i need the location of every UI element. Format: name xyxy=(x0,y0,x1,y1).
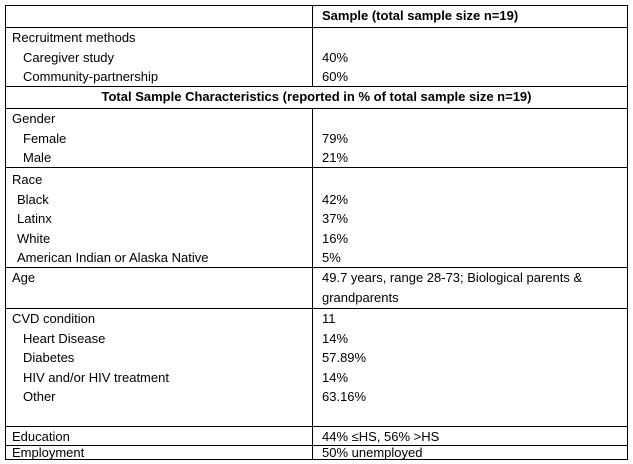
education-row: Education 44% ≤HS, 56% >HS xyxy=(6,426,627,445)
cvd-item-label: HIV and/or HIV treatment xyxy=(23,369,169,385)
header-empty-cell xyxy=(6,6,313,27)
header-sample-label: Sample (total sample size n=19) xyxy=(322,8,519,23)
race-item-value: 5% xyxy=(322,250,341,266)
cvd-item-label: Heart Disease xyxy=(23,330,106,346)
race-label-cell: Race Black Latinx White American Indian … xyxy=(6,168,313,267)
age-value-line2: grandparents xyxy=(322,289,399,305)
race-item-value: 37% xyxy=(322,211,349,227)
education-label-cell: Education xyxy=(6,427,313,445)
employment-label-cell: Employment xyxy=(6,445,313,460)
education-value-cell: 44% ≤HS, 56% >HS xyxy=(313,427,627,445)
recruitment-item-label: Caregiver study xyxy=(23,49,115,65)
race-item-label: White xyxy=(17,230,51,246)
race-label: Race xyxy=(12,172,43,187)
gender-label-cell: Gender Female Male xyxy=(6,109,313,167)
cvd-item-value: 14% xyxy=(322,369,349,385)
gender-item-value: 21% xyxy=(322,150,349,166)
gender-item-value: 79% xyxy=(322,130,349,146)
cvd-item-value: 57.89% xyxy=(322,350,367,366)
cvd-value-cell: 11 14% 57.89% 14% 63.16% xyxy=(313,309,627,426)
gender-value-cell: 79% 21% xyxy=(313,109,627,167)
gender-item-label: Female xyxy=(23,130,67,146)
recruitment-item-value: 40% xyxy=(322,49,349,65)
age-label-cell: Age xyxy=(6,268,313,308)
recruitment-label: Recruitment methods xyxy=(12,30,136,45)
race-item-label: Latinx xyxy=(17,211,52,227)
recruitment-row: Recruitment methods Caregiver study Comm… xyxy=(6,27,627,86)
employment-row: Employment 50% unemployed xyxy=(6,445,627,460)
education-value: 44% ≤HS, 56% >HS xyxy=(322,429,440,444)
age-label: Age xyxy=(12,270,36,285)
cvd-row: CVD condition Heart Disease Diabetes HIV… xyxy=(6,308,627,426)
sample-characteristics-table: Sample (total sample size n=19) Recruitm… xyxy=(5,5,628,460)
age-value-cell: 49.7 years, range 28-73; Biological pare… xyxy=(313,268,627,308)
header-row: Sample (total sample size n=19) xyxy=(6,6,627,27)
cvd-label: CVD condition xyxy=(12,311,96,326)
header-sample-cell: Sample (total sample size n=19) xyxy=(313,6,627,27)
recruitment-value-cell: 40% 60% xyxy=(313,28,627,86)
employment-value: 50% unemployed xyxy=(322,445,423,460)
cvd-label-cell: CVD condition Heart Disease Diabetes HIV… xyxy=(6,309,313,426)
recruitment-item-value: 60% xyxy=(322,69,349,85)
race-item-label: Black xyxy=(17,191,49,207)
recruitment-item-label: Community-partnership xyxy=(23,69,159,85)
age-value-line1: 49.7 years, range 28-73; Biological pare… xyxy=(322,270,583,285)
gender-row: Gender Female Male 79% 21% xyxy=(6,108,627,167)
education-label: Education xyxy=(12,429,70,444)
section-title-row: Total Sample Characteristics (reported i… xyxy=(6,86,627,108)
race-value-cell: 42% 37% 16% 5% xyxy=(313,168,627,267)
recruitment-label-cell: Recruitment methods Caregiver study Comm… xyxy=(6,28,313,86)
gender-item-label: Male xyxy=(23,150,52,166)
age-row: Age 49.7 years, range 28-73; Biological … xyxy=(6,267,627,308)
race-item-label: American Indian or Alaska Native xyxy=(17,250,209,266)
cvd-item-value: 63.16% xyxy=(322,389,367,405)
cvd-item-value: 14% xyxy=(322,330,349,346)
employment-value-cell: 50% unemployed xyxy=(313,445,627,460)
cvd-value: 11 xyxy=(322,311,336,326)
gender-label: Gender xyxy=(12,111,56,126)
race-item-value: 42% xyxy=(322,191,349,207)
race-item-value: 16% xyxy=(322,230,349,246)
race-row: Race Black Latinx White American Indian … xyxy=(6,167,627,267)
cvd-item-label: Other xyxy=(23,389,56,405)
cvd-item-label: Diabetes xyxy=(23,350,75,366)
employment-label: Employment xyxy=(12,445,85,460)
section-title: Total Sample Characteristics (reported i… xyxy=(101,89,532,104)
